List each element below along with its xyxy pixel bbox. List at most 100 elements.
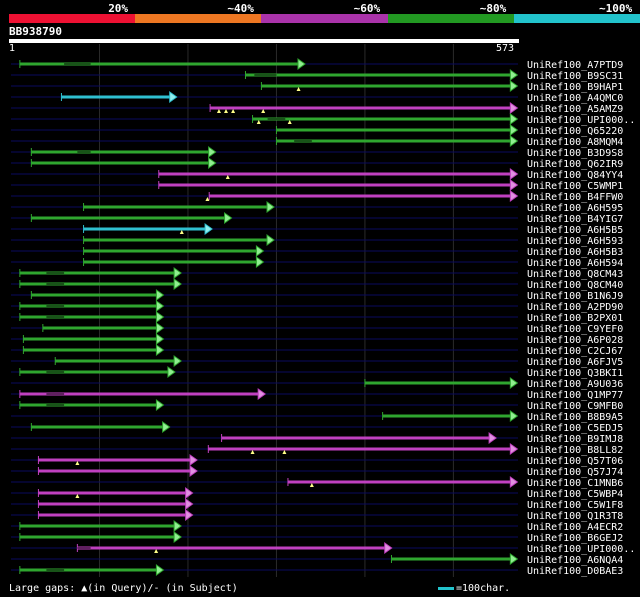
hit-end-arrow: [155, 311, 165, 323]
hit-name-label: UniRef100_Q57T06: [527, 456, 623, 467]
hit-name-label: UniRef100_B1N6J9: [527, 291, 623, 302]
query-gap-marker: [309, 483, 314, 487]
hit-end-arrow: [509, 410, 519, 422]
query-gap-marker: [205, 197, 210, 201]
query-gap-marker: [296, 87, 301, 91]
query-gap-marker: [261, 109, 266, 113]
scale-legend-text: =100char.: [456, 583, 511, 594]
hit-end-arrow: [509, 135, 519, 147]
hit-end-arrow: [162, 421, 171, 433]
query-gap-marker: [75, 461, 80, 465]
query-gap-marker: [225, 175, 230, 179]
hit-end-arrow: [257, 388, 267, 400]
hit-end-arrow: [509, 168, 519, 180]
scale-label: ~60%: [353, 2, 381, 15]
scale-legend: =100char.: [438, 583, 510, 594]
hit-end-arrow: [155, 564, 165, 576]
query-gap-marker: [154, 549, 159, 553]
hit-end-arrow: [208, 157, 217, 169]
hit-end-arrow: [509, 179, 519, 191]
hit-end-arrow: [509, 124, 519, 136]
scale-segment: [513, 14, 640, 23]
hit-name-label: UniRef100_Q1MP77: [527, 390, 623, 401]
hit-name-label: UniRef100_A6P028: [527, 335, 623, 346]
scale-swatch: [438, 586, 454, 590]
hit-name-label: UniRef100_B4FFW0: [527, 192, 623, 203]
hit-name-label: UniRef100_B2PX01: [527, 313, 623, 324]
hit-name-label: UniRef100_B3D9S8: [527, 148, 623, 159]
hit-name-label: UniRef100_C2CJ67: [527, 346, 623, 357]
hit-name-label: UniRef100_A6H594: [527, 258, 623, 269]
scale-label: ~100%: [599, 2, 633, 15]
query-id: BB938790: [9, 25, 62, 38]
query-gap-marker: [282, 450, 287, 454]
hit-name-label: UniRef100_Q84YY4: [527, 170, 623, 181]
hit-name-label: UniRef100_Q57J74: [527, 467, 623, 478]
hit-end-arrow: [167, 366, 176, 378]
hit-name-label: UniRef100_Q8CM43: [527, 269, 623, 280]
hit-name-label: UniRef100_A4ECR2: [527, 522, 623, 533]
hit-end-arrow: [266, 234, 275, 246]
hit-end-arrow: [509, 113, 519, 125]
query-gap-marker: [250, 450, 255, 454]
hit-end-arrow: [255, 256, 265, 268]
hit-name-label: UniRef100_A9U036: [527, 379, 623, 390]
hit-end-arrow: [173, 531, 182, 543]
scale-segment: [135, 14, 262, 23]
hit-end-arrow: [509, 443, 519, 455]
hit-end-arrow: [185, 487, 194, 499]
hit-end-arrow: [204, 223, 213, 235]
hit-end-arrow: [224, 212, 233, 224]
hit-end-arrow: [155, 344, 165, 356]
scale-segment: [387, 14, 514, 23]
hit-name-label: UniRef100_C9MFB0: [527, 401, 623, 412]
query-gap-marker: [224, 109, 229, 113]
hit-end-arrow: [488, 432, 497, 444]
hit-end-arrow: [185, 509, 194, 521]
hit-end-arrow: [509, 80, 519, 92]
hit-name-label: UniRef100_Q62IR9: [527, 159, 623, 170]
hit-name-label: UniRef100_D0BAE3: [527, 566, 623, 577]
hit-end-arrow: [189, 465, 198, 477]
hit-name-label: UniRef100_B6GEJ2: [527, 533, 623, 544]
query-gap-marker: [216, 109, 221, 113]
hit-name-label: UniRef100_C5EDJ5: [527, 423, 623, 434]
hit-name-label: UniRef100_Q1R3T8: [527, 511, 623, 522]
hit-end-arrow: [266, 201, 275, 213]
hit-name-label: UniRef100_A8MQM4: [527, 137, 623, 148]
hit-name-label: UniRef100_C5W1F8: [527, 500, 623, 511]
hit-end-arrow: [509, 476, 519, 488]
hit-name-label: UniRef100_C5WMP1: [527, 181, 623, 192]
hit-end-arrow: [255, 245, 265, 257]
hit-end-arrow: [155, 322, 165, 334]
hit-end-arrow: [297, 58, 306, 70]
query-start-tick: 1: [9, 43, 16, 54]
hit-name-label: UniRef100_A6NQA4: [527, 555, 623, 566]
hit-name-label: UniRef100_B4YIG7: [527, 214, 623, 225]
hit-name-label: UniRef100_Q65220: [527, 126, 623, 137]
hit-end-arrow: [155, 399, 165, 411]
hit-end-arrow: [155, 300, 165, 312]
hit-name-label: UniRef100_A7PTD9: [527, 60, 623, 71]
scale-segment: [261, 14, 388, 23]
query-gap-marker: [256, 120, 261, 124]
hit-end-arrow: [189, 454, 198, 466]
query-gap-marker: [179, 230, 184, 234]
hit-end-arrow: [509, 553, 519, 565]
scale-label: ~40%: [227, 2, 254, 15]
hit-end-arrow: [509, 102, 519, 114]
hit-end-arrow: [509, 69, 519, 81]
hit-end-arrow: [155, 333, 165, 345]
hit-name-label: UniRef100_B9SC31: [527, 71, 623, 82]
hit-name-label: UniRef100_C1MNB6: [527, 478, 623, 489]
hit-name-label: UniRef100_C5WBP4: [527, 489, 623, 500]
hit-name-label: UniRef100_A6H5B3: [527, 247, 623, 258]
hit-name-label: UniRef100_A5AMZ9: [527, 104, 623, 115]
hit-name-label: UniRef100_B8LL82: [527, 445, 623, 456]
hit-end-arrow: [173, 355, 182, 367]
hit-end-arrow: [173, 278, 182, 290]
hit-name-label: UniRef100_A6H593: [527, 236, 623, 247]
hit-name-label: UniRef100_A6H5B5: [527, 225, 623, 236]
hit-name-label: UniRef100_B8B9A5: [527, 412, 623, 423]
query-ruler: [9, 39, 519, 43]
